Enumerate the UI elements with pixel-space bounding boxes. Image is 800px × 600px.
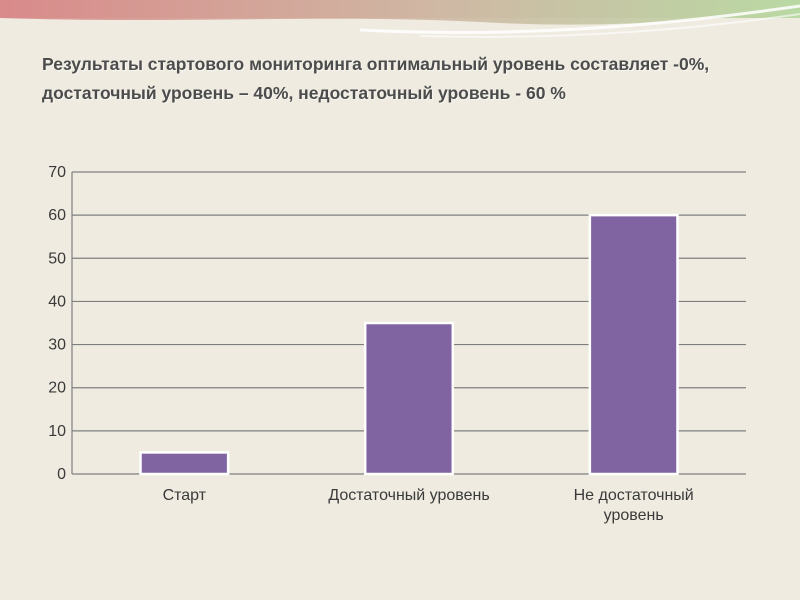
y-tick-label: 0 [57,466,66,483]
x-axis-category-labels: Старт Достаточный уровень Не достаточный ур… [163,487,694,524]
x-tick-label: Не достаточный [574,487,694,504]
y-tick-label: 10 [48,423,66,440]
y-tick-label: 20 [48,380,66,397]
y-tick-label: 70 [48,164,66,181]
bar-2 [588,213,679,476]
y-tick-label: 60 [48,207,66,224]
y-axis-tick-labels: 0 10 20 30 40 50 60 70 [48,164,66,483]
slide-header-decoration [0,0,800,38]
x-tick-label: Старт [163,487,207,504]
y-tick-label: 50 [48,250,66,267]
y-tick-label: 30 [48,337,66,354]
x-tick-label: уровень [604,507,664,524]
y-tick-label: 40 [48,293,66,310]
bars [139,213,679,476]
x-tick-label: Достаточный уровень [328,487,489,504]
bar-1 [363,321,455,476]
bar-0 [139,451,230,476]
slide-title: Результаты стартового мониторинга оптима… [42,54,710,103]
